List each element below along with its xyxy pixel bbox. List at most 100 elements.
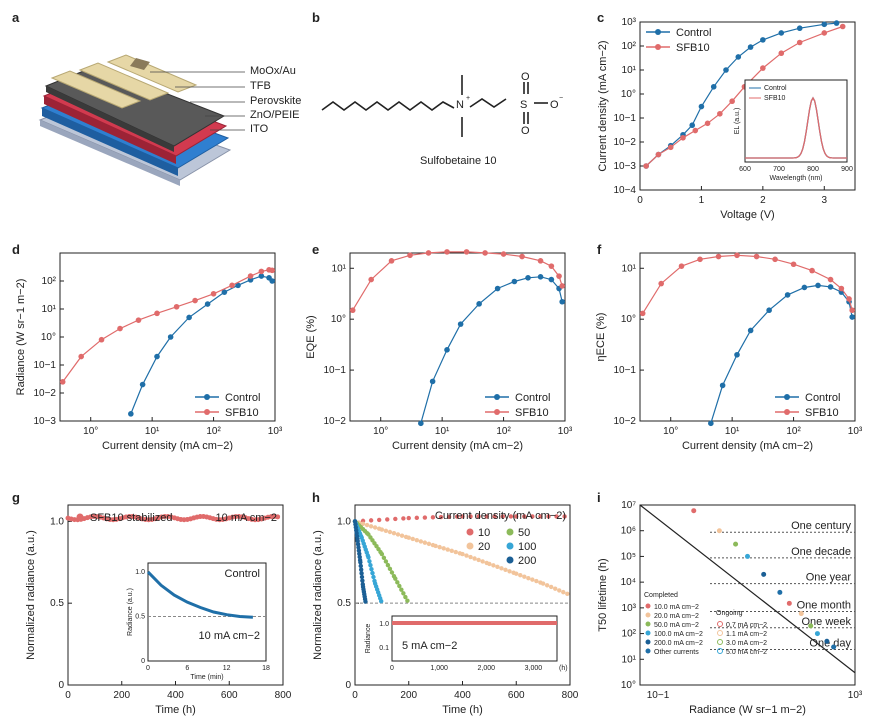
chart-h-point-100 xyxy=(367,559,372,564)
legend-swatch xyxy=(655,29,661,35)
chart-c-control-point xyxy=(821,21,828,28)
chart-g-ytick-label: 0 xyxy=(58,680,64,691)
chart-h-point-50 xyxy=(381,555,387,560)
legend-label: Control xyxy=(805,392,840,404)
chart-h-point-20 xyxy=(372,525,378,530)
chart-i-legend-completed-label: 50.0 mA cm−2 xyxy=(654,622,699,629)
chart-f-control-point xyxy=(708,420,714,427)
chart-g-inset-xtick: 0 xyxy=(146,665,150,672)
chart-d-ylabel: Radiance (W sr−1 m−2) xyxy=(15,279,27,396)
chart-d-ytick-label: 10° xyxy=(41,332,56,343)
chart-d-xtick-label: 10² xyxy=(206,426,221,437)
chart-d-ytick-label: 10−3 xyxy=(33,416,56,427)
chart-e-ytick-label: 10¹ xyxy=(332,263,347,274)
chart-i-legend-swatch xyxy=(645,639,651,645)
chart-h-legend-swatch xyxy=(506,556,514,564)
legend-swatch xyxy=(494,409,500,415)
chart-f-sfb10-point xyxy=(809,267,815,274)
chart-i-legend-swatch xyxy=(717,648,723,654)
chart-i-legend-ongoing-title: Ongoing xyxy=(716,610,743,617)
chart-f-xlabel: Current density (mA cm−2) xyxy=(682,440,813,452)
chart-c-inset-xtick: 900 xyxy=(841,166,853,173)
chart-f-sfb10-point xyxy=(697,256,703,263)
chart-h-point-20 xyxy=(526,575,531,581)
chart-e-sfb10-point xyxy=(407,252,413,259)
chart-h-point-100 xyxy=(369,566,374,572)
chart-h-legend-label: 50 xyxy=(518,527,530,539)
chart-h-point-10 xyxy=(476,514,481,519)
panel-letter-h: h xyxy=(312,490,320,505)
chart-c-xlabel: Voltage (V) xyxy=(720,209,774,221)
chart-i-legend-swatch xyxy=(645,603,651,609)
chart-c-ytick-label: 10−3 xyxy=(613,161,636,172)
chart-c-sfb10-point xyxy=(839,23,846,30)
chart-h-point-20 xyxy=(495,564,500,570)
chart-h-point-10 xyxy=(406,515,411,521)
chart-g-ytick-label: 1.0 xyxy=(50,516,64,527)
chart-h-point-20 xyxy=(548,584,554,590)
chart-e-sfb10-point xyxy=(388,258,395,264)
chart-i-legend-swatch xyxy=(645,648,651,654)
panel-letter-e: e xyxy=(312,242,320,257)
chart-d-control-point xyxy=(128,411,134,417)
chart-h-legend-swatch xyxy=(466,542,474,550)
chart-h-point-20 xyxy=(530,577,535,582)
legend-label: Control xyxy=(676,27,711,39)
chart-f-control-point xyxy=(815,282,821,289)
chart-e-control-point xyxy=(525,274,531,281)
chart-g-inset-xtick: 12 xyxy=(223,665,231,672)
chart-g-inset-ytick: 0.5 xyxy=(135,613,145,620)
chart-h-inset-line xyxy=(392,621,557,625)
chart-e-sfb10-point xyxy=(349,307,356,314)
chart-c-xtick-label: 3 xyxy=(822,195,828,206)
chart-c-control-point xyxy=(723,67,729,73)
chart-e-ytick-label: 10° xyxy=(331,314,346,325)
svg-text:S: S xyxy=(520,99,527,111)
chart-c-inset-xlabel: Wavelength (nm) xyxy=(769,175,822,182)
chart-i-point xyxy=(798,611,804,617)
layer-label-perovskite: Perovskite xyxy=(250,95,302,107)
chart-c-ytick-label: 10−1 xyxy=(613,113,636,124)
chart-h-point-50 xyxy=(389,570,395,575)
chart-h-point-50 xyxy=(379,551,385,557)
chart-c-control-point xyxy=(698,103,705,110)
chart-f-ytick-label: 10−2 xyxy=(613,416,636,427)
chart-i-legend-swatch xyxy=(645,630,651,636)
chart-h-inset-ytick: 0.1 xyxy=(379,645,389,652)
chart-h-point-10 xyxy=(401,516,406,521)
chart-h-point-20 xyxy=(522,574,527,579)
chart-f-control-point xyxy=(747,327,754,334)
chart-i-fit-line xyxy=(639,504,856,674)
chart-d-xtick-label: 10¹ xyxy=(145,426,160,437)
chart-d-xtick-label: 10° xyxy=(83,426,98,437)
chart-c-sfb10-point xyxy=(655,151,662,158)
chart-g-annotation: 10 mA cm−2 xyxy=(216,512,277,524)
chart-d-control-point xyxy=(167,334,174,340)
chart-d-ytick-label: 10−2 xyxy=(33,388,56,399)
chart-f-sfb10-point xyxy=(753,253,760,260)
chart-f-xtick-label: 10° xyxy=(663,426,678,437)
chart-h-ytick-label: 0.5 xyxy=(337,598,351,609)
chart-d-control-point xyxy=(204,301,211,307)
chart-f-control-point xyxy=(827,284,834,290)
chart-i-ytick-label: 10¹ xyxy=(622,654,637,665)
panel-letter-b: b xyxy=(312,10,320,25)
chart-c-inset-legend-label: Control xyxy=(764,85,787,92)
chart-e-sfb10-line xyxy=(352,251,563,311)
chart-h-point-20 xyxy=(472,556,477,561)
chart-h-point-20 xyxy=(364,522,370,528)
chart-i-xlabel: Radiance (W sr−1 m−2) xyxy=(689,704,806,716)
chart-h-point-50 xyxy=(401,591,406,596)
chart-c-control-point xyxy=(735,54,742,60)
chart-h-inset-xtick: 1,000 xyxy=(430,665,448,672)
chart-h-point-200 xyxy=(357,551,362,556)
chart-i-refline-label: One day xyxy=(809,638,851,650)
chart-f-ytick-label: 10¹ xyxy=(622,263,637,274)
chart-h-point-20 xyxy=(368,524,374,529)
chart-i-refline-label: One year xyxy=(806,572,852,584)
chart-i-ylabel: T50 lifetime (h) xyxy=(597,558,609,631)
chart-h-point-10 xyxy=(508,514,514,519)
chart-h-point-200 xyxy=(359,574,365,580)
chart-e-xtick-label: 10³ xyxy=(558,426,573,437)
